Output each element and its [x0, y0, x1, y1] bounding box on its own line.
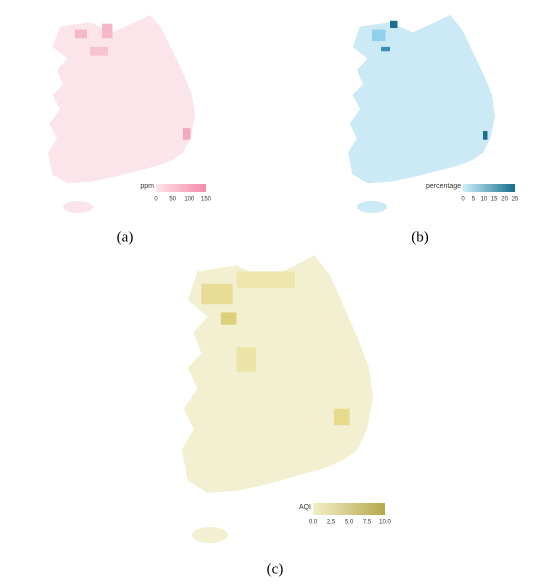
island	[63, 201, 93, 213]
tick-label: 0	[461, 197, 465, 203]
island	[357, 201, 387, 213]
colorbar	[463, 184, 515, 192]
colorbar	[156, 184, 206, 192]
tick-label: 10	[480, 197, 487, 203]
caption: (c)	[267, 561, 284, 577]
colorbar	[313, 503, 385, 515]
map-a	[48, 15, 195, 184]
tick-label: 15	[491, 197, 498, 203]
tick-label: 100	[184, 197, 195, 203]
legends: ppm 0 50 100 150 (a) percentage 0 5 10 15 20 25 (b) AQ…	[117, 183, 519, 578]
tick-label: 10.0	[379, 520, 391, 526]
tick-label: 50	[169, 197, 176, 203]
caption: (b)	[411, 229, 429, 245]
map-b	[348, 15, 495, 184]
map-c	[181, 255, 373, 493]
tick-label: 5	[472, 197, 476, 203]
island	[192, 527, 228, 543]
tick-label: 7.5	[363, 520, 372, 526]
legend-title: AQI	[299, 504, 311, 511]
tick-label: 5.0	[345, 520, 354, 526]
tick-label: 150	[201, 197, 212, 203]
tick-label: 25	[512, 197, 519, 203]
tick-label: 20	[501, 197, 508, 203]
legend-title: percentage	[426, 183, 461, 190]
tick-label: 0	[154, 197, 158, 203]
tick-label: 0.0	[309, 520, 318, 526]
legend-title: ppm	[140, 183, 154, 190]
caption: (a)	[117, 229, 134, 245]
tick-label: 2.5	[327, 520, 336, 526]
